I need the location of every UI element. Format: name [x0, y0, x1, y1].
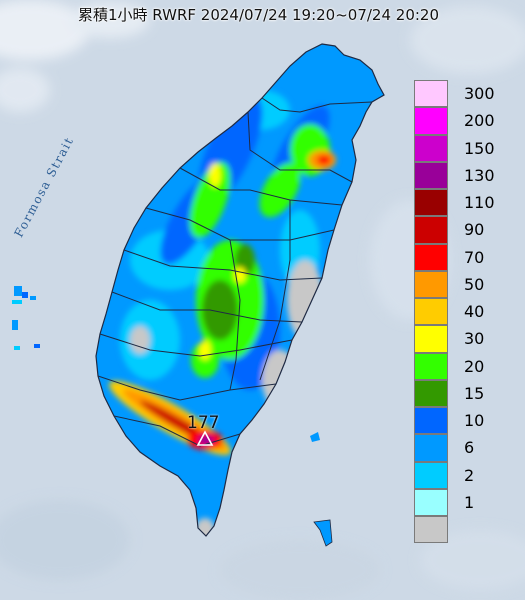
- legend-swatch: [414, 243, 448, 271]
- borders: [95, 43, 385, 537]
- legend-swatch: [414, 461, 448, 489]
- legend-row: 10: [412, 407, 518, 435]
- legend-label: 150: [464, 138, 495, 158]
- legend-swatch: [414, 516, 448, 544]
- legend-row: 6: [412, 434, 518, 462]
- legend-row: 20: [412, 352, 518, 380]
- legend-row: 300: [412, 80, 518, 108]
- legend-swatch: [414, 325, 448, 353]
- legend-label: 10: [464, 411, 485, 430]
- outlying-islands: [12, 286, 333, 547]
- legend-label: 200: [464, 111, 495, 131]
- legend-row: [412, 516, 518, 544]
- legend-label: 6: [464, 438, 475, 458]
- legend-label: 40: [464, 302, 485, 321]
- legend-label: 70: [464, 247, 485, 267]
- legend-swatch: [414, 216, 448, 244]
- legend-swatch: [414, 189, 448, 217]
- legend-label: 300: [464, 84, 495, 103]
- legend-row: 40: [412, 298, 518, 326]
- legend-row: 70: [412, 243, 518, 271]
- legend-swatch: [414, 298, 448, 326]
- legend-row: 1: [412, 488, 518, 516]
- legend-swatch: [414, 80, 448, 108]
- legend-row: 2: [412, 461, 518, 489]
- legend-label: 50: [464, 274, 485, 294]
- legend-label: 30: [464, 329, 485, 349]
- legend-row: 50: [412, 270, 518, 298]
- legend-label: 2: [464, 465, 475, 485]
- legend-swatch: [414, 134, 448, 162]
- legend-label: 20: [464, 356, 485, 376]
- legend-swatch: [414, 434, 448, 462]
- map-title: 累積1小時 RWRF 2024/07/24 19:20~07/24 20:20: [78, 6, 440, 24]
- max-rain-triangle-icon: [196, 430, 214, 446]
- legend-swatch: [414, 270, 448, 298]
- legend-swatch: [414, 107, 448, 135]
- legend-swatch: [414, 407, 448, 435]
- legend-row: 150: [412, 134, 518, 162]
- legend-row: 30: [412, 325, 518, 353]
- legend-swatch: [414, 379, 448, 407]
- legend-label: 110: [464, 193, 495, 212]
- legend-label: 15: [464, 383, 485, 403]
- max-rain-value: 177: [187, 413, 220, 433]
- legend-row: 200: [412, 107, 518, 135]
- legend-label: 90: [464, 220, 485, 240]
- rainfall-legend: 300 200 150 130 110 90 70 50 40 30 20 15 10 6 2 1: [412, 80, 518, 544]
- legend-label: 130: [464, 165, 495, 185]
- legend-label: 1: [464, 492, 475, 512]
- legend-row: 15: [412, 379, 518, 407]
- legend-swatch: [414, 488, 448, 516]
- legend-row: 110: [412, 189, 518, 217]
- legend-row: 90: [412, 216, 518, 244]
- legend-row: 130: [412, 161, 518, 189]
- legend-swatch: [414, 161, 448, 189]
- legend-swatch: [414, 352, 448, 380]
